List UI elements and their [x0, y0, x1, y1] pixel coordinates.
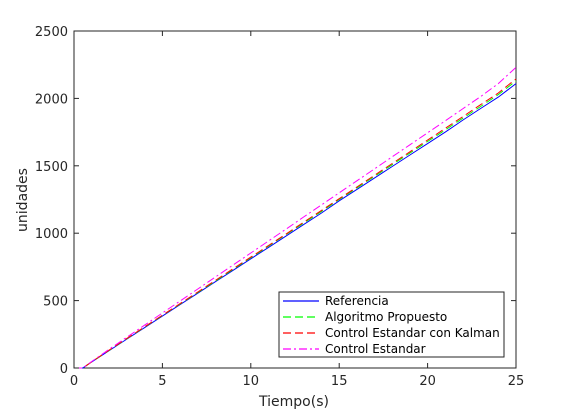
legend-label-3: Control Estandar con Kalman	[325, 326, 500, 340]
series-line-1	[74, 83, 517, 369]
legend-label-4: Control Estandar	[325, 342, 426, 356]
x-axis-title: Tiempo(s)	[258, 394, 329, 410]
legend-label-2: Algoritmo Propuesto	[325, 310, 447, 324]
y-tick-label: 2500	[35, 25, 68, 40]
x-tick-label: 0	[70, 374, 78, 389]
legend: Referencia Algoritmo Propuesto Control Est…	[278, 291, 505, 358]
x-tick-label: 15	[331, 374, 348, 389]
legend-box	[278, 291, 505, 358]
legend-label-1: Referencia	[325, 294, 389, 308]
y-tick-label: 500	[43, 295, 68, 310]
x-tick-label: 20	[419, 374, 436, 389]
series-line-2	[74, 80, 517, 369]
x-tick-label: 25	[508, 374, 525, 389]
x-tick-label: 10	[243, 374, 260, 389]
y-axis-title: unidades	[15, 168, 31, 232]
y-tick-label: 1500	[35, 160, 68, 175]
y-tick-label: 0	[60, 362, 68, 377]
y-tick-label: 1000	[35, 227, 68, 242]
x-axis: 0 5 10 15 20 25	[70, 31, 524, 389]
series-line-3	[74, 78, 517, 369]
y-axis: 0 500 1000 1500 2000 2500	[35, 25, 516, 377]
x-tick-label: 5	[158, 374, 166, 389]
series-line-4	[74, 67, 517, 369]
y-tick-label: 2000	[35, 92, 68, 107]
